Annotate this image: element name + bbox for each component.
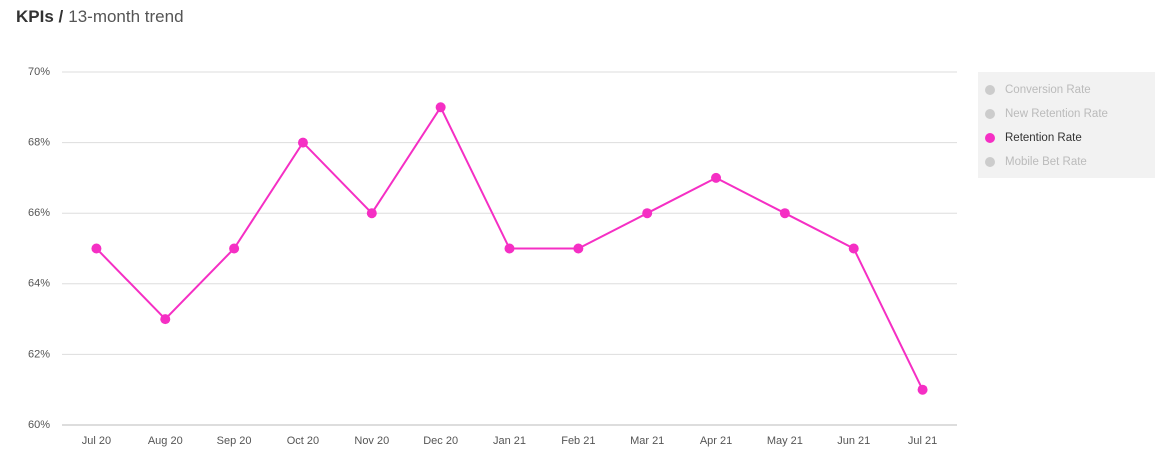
- x-tick-label: Jul 20: [82, 435, 111, 447]
- data-point: [366, 208, 377, 219]
- x-tick-label: Oct 20: [287, 435, 319, 447]
- legend-label[interactable]: Conversion Rate: [1005, 84, 1091, 96]
- data-point: [91, 243, 102, 254]
- title: KPIs /: [16, 7, 64, 26]
- data-point: [917, 384, 928, 395]
- data-point: [711, 172, 722, 183]
- y-tick-label: 70%: [28, 66, 50, 78]
- x-tick-label: Jun 21: [837, 435, 870, 447]
- legend-marker[interactable]: [985, 157, 995, 167]
- data-point: [573, 243, 584, 254]
- x-tick-label: Apr 21: [700, 435, 732, 447]
- y-tick-label: 60%: [28, 419, 50, 431]
- y-tick-label: 68%: [28, 137, 50, 149]
- chart-title: KPIs /13-month trend: [16, 7, 184, 26]
- legend-box: [978, 72, 1155, 178]
- data-point: [160, 314, 171, 325]
- x-tick-label: Sep 20: [217, 435, 252, 447]
- x-tick-label: Nov 20: [354, 435, 389, 447]
- x-tick-label: Jan 21: [493, 435, 526, 447]
- x-tick-label: Dec 20: [423, 435, 458, 447]
- data-point: [642, 208, 653, 219]
- data-point: [848, 243, 859, 254]
- data-point: [779, 208, 790, 219]
- data-point: [435, 102, 446, 113]
- x-tick-label: Mar 21: [630, 435, 664, 447]
- legend-marker[interactable]: [985, 133, 995, 143]
- data-point: [504, 243, 515, 254]
- subtitle: 13-month trend: [68, 7, 183, 26]
- data-point: [297, 137, 308, 148]
- y-tick-label: 62%: [28, 348, 50, 360]
- legend-marker[interactable]: [985, 85, 995, 95]
- legend-label[interactable]: Mobile Bet Rate: [1005, 156, 1087, 168]
- x-tick-label: Jul 21: [908, 435, 937, 447]
- legend-label[interactable]: New Retention Rate: [1005, 108, 1108, 120]
- y-tick-label: 66%: [28, 207, 50, 219]
- legend-label[interactable]: Retention Rate: [1005, 132, 1082, 144]
- data-point: [229, 243, 240, 254]
- x-tick-label: Feb 21: [561, 435, 595, 447]
- x-tick-label: May 21: [767, 435, 803, 447]
- x-tick-label: Aug 20: [148, 435, 183, 447]
- legend-marker[interactable]: [985, 109, 995, 119]
- y-tick-label: 64%: [28, 278, 50, 290]
